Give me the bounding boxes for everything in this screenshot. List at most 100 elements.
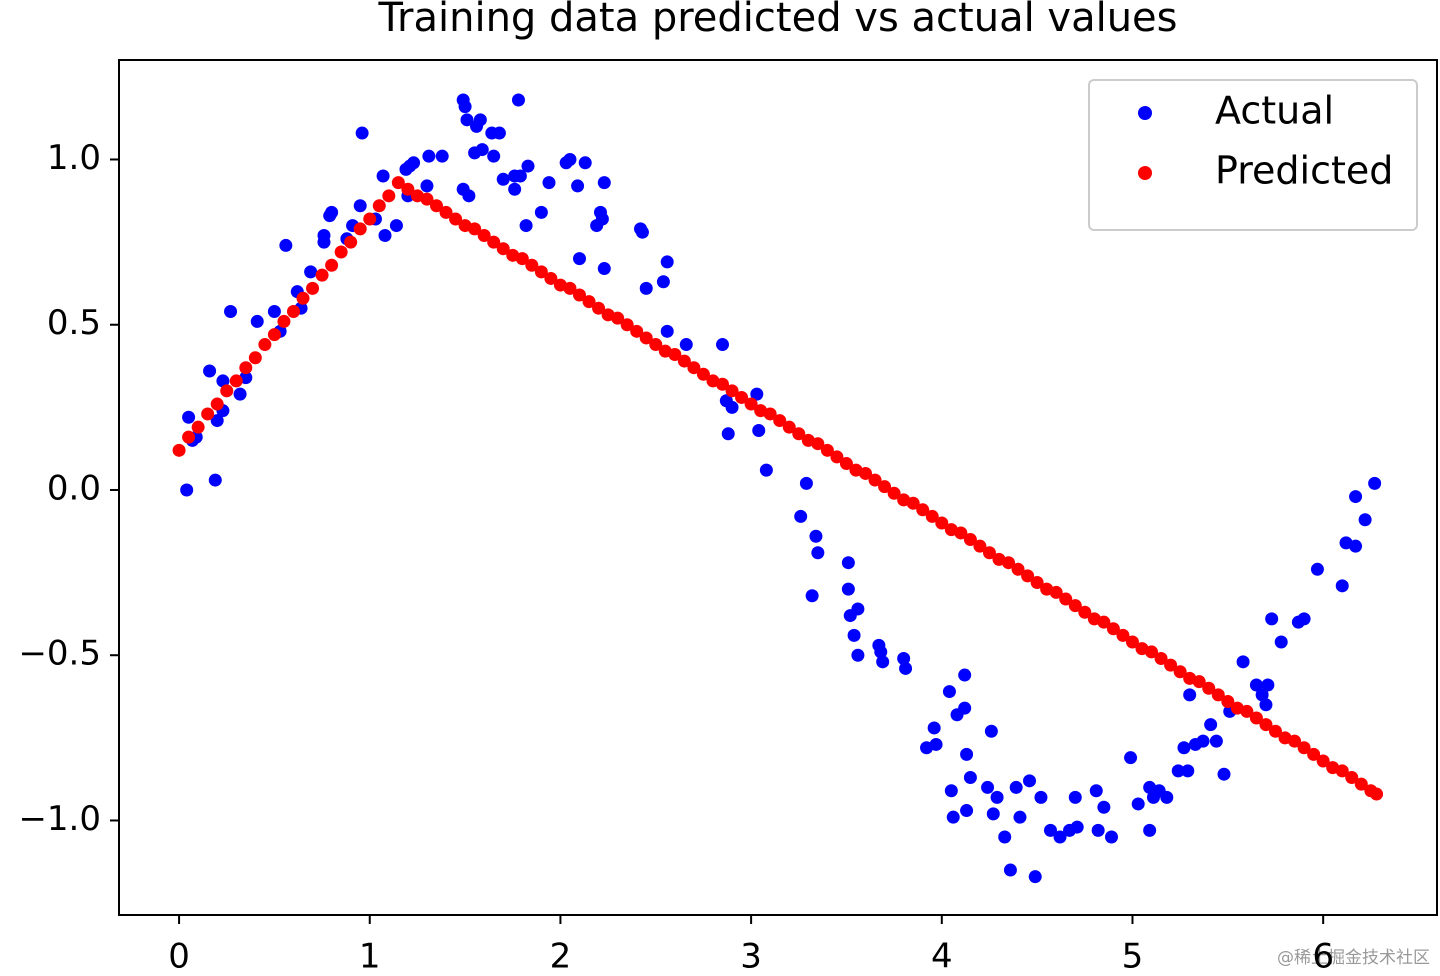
point xyxy=(563,281,577,295)
point xyxy=(876,655,890,669)
point xyxy=(986,807,1000,821)
point xyxy=(1265,612,1279,626)
point xyxy=(1335,764,1349,778)
point xyxy=(1345,771,1359,785)
point xyxy=(597,176,611,190)
point xyxy=(1068,599,1082,613)
point xyxy=(378,228,392,242)
point xyxy=(981,780,995,794)
point xyxy=(792,427,806,441)
point xyxy=(389,219,403,233)
point xyxy=(1116,628,1130,642)
point xyxy=(1068,790,1082,804)
point xyxy=(851,648,865,662)
point xyxy=(1097,800,1111,814)
point xyxy=(353,222,367,236)
point xyxy=(1030,576,1044,590)
point xyxy=(916,503,930,517)
legend-box xyxy=(1088,79,1418,231)
point xyxy=(811,437,825,451)
series-0 xyxy=(180,93,1382,884)
point xyxy=(1089,784,1103,798)
point xyxy=(721,427,735,441)
point xyxy=(279,238,293,252)
point xyxy=(229,374,243,388)
point xyxy=(897,652,911,666)
point xyxy=(382,189,396,203)
point xyxy=(1297,741,1311,755)
point xyxy=(759,463,773,477)
point xyxy=(534,265,548,279)
point xyxy=(429,199,443,213)
point xyxy=(1002,556,1016,570)
point xyxy=(1160,790,1174,804)
point xyxy=(906,496,920,510)
point xyxy=(1349,490,1363,504)
point xyxy=(462,189,476,203)
point xyxy=(773,414,787,428)
point xyxy=(224,305,238,319)
point xyxy=(960,804,974,818)
point xyxy=(201,407,215,421)
point xyxy=(946,810,960,824)
point xyxy=(325,205,339,219)
point xyxy=(401,182,415,196)
point xyxy=(942,685,956,699)
point xyxy=(735,390,749,404)
point xyxy=(973,539,987,553)
point xyxy=(958,701,972,715)
x-tick-label: 1 xyxy=(359,937,381,976)
point xyxy=(286,305,300,319)
point xyxy=(935,516,949,530)
point xyxy=(716,377,730,391)
point xyxy=(1028,870,1042,884)
point xyxy=(929,737,943,751)
point xyxy=(407,156,421,170)
point xyxy=(203,364,217,378)
point xyxy=(571,179,585,193)
point xyxy=(1349,539,1363,553)
point xyxy=(1259,698,1273,712)
legend-marker xyxy=(1138,166,1152,180)
point xyxy=(982,546,996,560)
point xyxy=(420,192,434,206)
point xyxy=(304,265,318,279)
point xyxy=(534,205,548,219)
point xyxy=(809,529,823,543)
y-tick-label: 1.0 xyxy=(47,138,101,178)
point xyxy=(744,397,758,411)
point xyxy=(542,176,556,190)
point xyxy=(1131,797,1145,811)
point xyxy=(1078,605,1092,619)
point xyxy=(878,480,892,494)
point xyxy=(267,328,281,342)
point xyxy=(750,387,764,401)
point xyxy=(182,430,196,444)
point xyxy=(563,152,577,166)
point xyxy=(1307,747,1321,761)
point xyxy=(1240,704,1254,718)
plot-frame xyxy=(118,59,1438,916)
point xyxy=(954,526,968,540)
point xyxy=(521,159,535,173)
point xyxy=(1177,741,1191,755)
point xyxy=(839,457,853,471)
point xyxy=(1310,562,1324,576)
point xyxy=(572,288,586,302)
point xyxy=(519,219,533,233)
point xyxy=(1370,787,1384,801)
point xyxy=(830,450,844,464)
point xyxy=(216,374,230,388)
point xyxy=(679,338,693,352)
point xyxy=(435,149,449,163)
point xyxy=(511,93,525,107)
point xyxy=(1259,718,1273,732)
point xyxy=(1202,681,1216,695)
point xyxy=(656,275,670,289)
point xyxy=(851,602,865,616)
point xyxy=(1049,585,1063,599)
point xyxy=(487,149,501,163)
point xyxy=(677,354,691,368)
watermark: @稀土掘金技术社区 xyxy=(1277,948,1430,968)
